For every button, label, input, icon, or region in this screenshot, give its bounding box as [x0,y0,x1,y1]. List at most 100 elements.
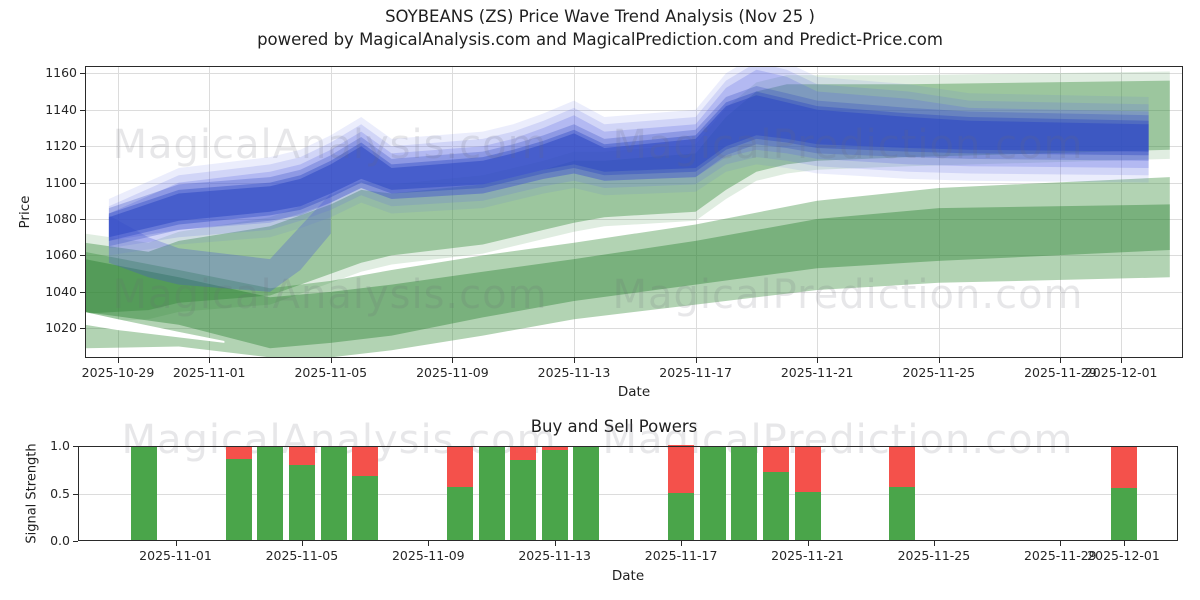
chart-title: SOYBEANS (ZS) Price Wave Trend Analysis … [385,7,815,26]
x-tickmark [938,358,940,363]
buy-power-bar [541,450,568,541]
buy-power-bar [762,472,789,541]
price-xtick-label: 2025-11-05 [294,365,368,380]
price-ytick-label: 1120 [45,138,77,154]
gridline-h [85,328,1183,330]
power-xtick-label: 2025-11-13 [518,548,592,563]
sell-power-bar [446,446,473,487]
price-xtick-label: 2025-10-29 [81,365,155,380]
gridline-v [330,66,332,358]
sell-power-bar [510,446,537,460]
gridline-h [85,291,1183,293]
x-tickmark [695,358,697,363]
power-chart-title: Buy and Sell Powers [530,417,698,436]
gridline-v [695,66,697,358]
buy-power-bar [889,487,916,541]
signal-ytick-label: 0.0 [50,533,70,548]
power-xaxis-title: Date [611,568,645,584]
y-tickmark [80,109,85,111]
y-tickmark [80,182,85,184]
buy-power-bar [130,446,157,541]
power-xtick-label: 2025-11-17 [644,548,718,563]
power-chart-plot-area [78,446,1178,541]
x-tickmark [933,541,935,546]
buy-power-bar [731,446,758,541]
buy-power-bar [794,492,821,541]
x-tickmark [817,358,819,363]
price-xaxis-title: Date [617,384,651,400]
power-xtick-label: 2025-11-29 [1023,548,1097,563]
buy-power-bar [478,446,505,541]
gridline-h [78,493,1178,495]
power-xtick-label: 2025-11-21 [771,548,844,563]
gridline-v [452,66,454,358]
x-tickmark [574,358,575,363]
buy-power-bar [573,446,600,541]
buy-power-bar [288,465,315,541]
x-tickmark [1123,541,1125,546]
sell-power-bar [541,446,568,450]
buy-power-bar [699,446,726,541]
y-tickmark [73,446,78,447]
green-lower-core-band [85,204,1170,349]
signal-ytick-label: 1.0 [50,438,70,453]
x-tickmark [1121,358,1123,363]
price-chart-plot-area [85,66,1183,358]
x-tickmark [175,541,177,546]
white-gap-sliver [85,311,225,343]
price-xtick-label: 2025-11-09 [416,365,489,380]
price-ytick-label: 1080 [45,211,77,226]
gridline-v [118,66,119,358]
x-tickmark [1060,541,1062,546]
gridline-v [817,66,819,358]
y-tickmark [80,328,85,330]
x-tickmark [1060,358,1062,363]
sell-power-bar [889,446,916,487]
x-tickmark [330,358,332,363]
blue-wave-tail [108,193,331,292]
y-tickmark [80,255,85,257]
price-wave-bands [85,66,1170,358]
price-ytick-label: 1100 [45,174,77,190]
price-ytick-label: 1140 [45,101,77,117]
chart-subtitle: powered by MagicalAnalysis.com and Magic… [257,30,943,49]
price-ytick-label: 1040 [45,283,77,299]
y-tickmark [80,146,85,148]
gridline-h [85,255,1183,257]
y-tickmark [80,219,85,220]
signal-ytick-label: 0.5 [50,485,70,501]
gridline-v [574,66,575,358]
x-tickmark [807,541,809,546]
green-lower-forecast-band [85,177,1170,358]
price-axis-title: Price [17,195,33,229]
sell-power-bar [668,445,695,493]
gridline-v [938,66,940,358]
price-xtick-label: 2025-11-17 [659,365,732,380]
x-tickmark [554,541,556,546]
price-xtick-label: 2025-11-13 [537,365,611,380]
price-xtick-label: 2025-11-25 [902,365,976,380]
y-tickmark [80,73,85,75]
x-tickmark [209,358,211,363]
sell-power-bar [794,446,821,492]
power-xtick-label: 2025-11-25 [897,548,971,563]
buy-power-bar [446,487,473,541]
price-ytick-label: 1160 [45,65,77,81]
buy-power-bar [352,476,379,541]
gridline-h [85,219,1183,220]
price-xtick-label: 2025-11-01 [172,365,246,380]
price-ytick-label: 1020 [45,320,77,336]
sell-power-bar [1110,446,1137,488]
gridline-h [85,73,1183,75]
gridline-v [1121,66,1123,358]
sell-power-bar [225,446,252,459]
buy-power-bar [225,459,252,541]
power-xtick-label: 2025-11-05 [265,548,339,563]
price-xtick-label: 2025-11-29 [1024,365,1097,380]
power-xtick-label: 2025-12-01 [1087,548,1160,563]
gridline-v [1060,66,1062,358]
blue-wave-core [108,95,1149,238]
y-tickmark [80,291,85,293]
buy-power-bar [510,460,537,541]
